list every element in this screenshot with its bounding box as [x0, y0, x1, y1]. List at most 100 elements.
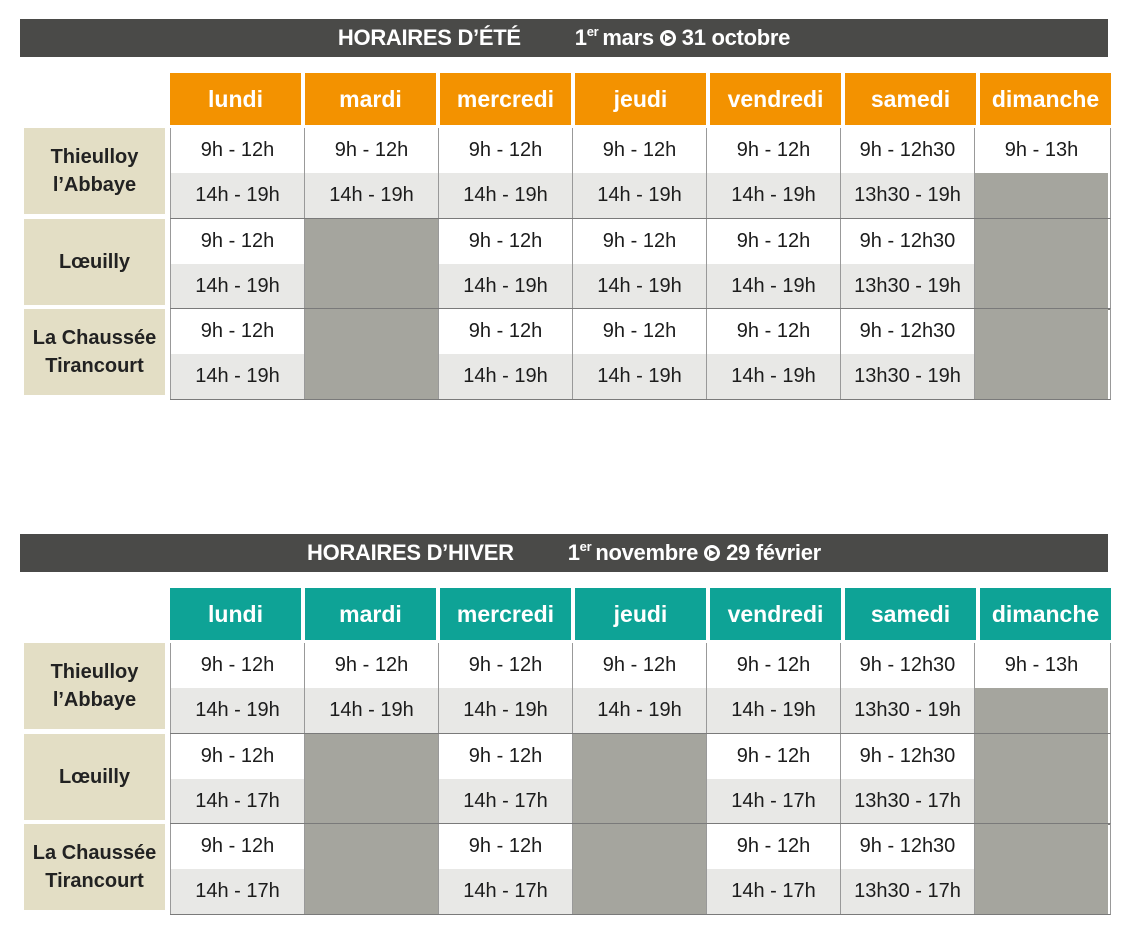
hours-cell: 13h30 - 17h — [840, 869, 974, 914]
hours-cell: 9h - 13h — [974, 643, 1108, 688]
closed-cell — [304, 309, 438, 354]
closed-cell — [304, 354, 438, 399]
hours-cell: 9h - 12h — [706, 824, 840, 869]
hours-cell: 14h - 17h — [706, 869, 840, 914]
day-header-dimanche: dimanche — [980, 588, 1111, 640]
location-label: Lœuilly — [24, 734, 165, 820]
location-name-line2: l’Abbaye — [52, 689, 137, 711]
hours-cell: 9h - 12h — [438, 309, 572, 354]
table-row-morning: 9h - 12h 9h - 12h 9h - 12h 9h - 12h 9h - 12h… — [170, 219, 1110, 264]
day-header-mardi: mardi — [305, 73, 436, 125]
hours-cell: 9h - 12h30 — [840, 643, 974, 688]
closed-cell — [572, 734, 706, 779]
hours-cell: 14h - 19h — [438, 264, 572, 309]
closed-cell — [304, 824, 438, 869]
hours-cell: 9h - 12h — [572, 643, 706, 688]
hours-cell: 14h - 19h — [170, 354, 304, 399]
hours-cell: 9h - 12h — [706, 219, 840, 264]
table-row-afternoon: 14h - 19h 14h - 19h 14h - 19h 14h - 19h 13h3… — [170, 264, 1110, 309]
hours-cell: 14h - 19h — [572, 688, 706, 733]
hours-cell: 9h - 12h — [170, 128, 304, 173]
location-hours-block: 9h - 12h 9h - 12h 9h - 12h 9h - 12h 9h - 12h… — [170, 218, 1111, 310]
hours-cell: 9h - 12h30 — [840, 824, 974, 869]
hours-cell: 14h - 17h — [170, 869, 304, 914]
closed-cell — [572, 869, 706, 914]
hours-cell: 9h - 12h30 — [840, 219, 974, 264]
location-name-line1: Lœuilly — [58, 766, 131, 788]
day-header-jeudi: jeudi — [575, 588, 706, 640]
location-name-line1: La Chaussée — [32, 327, 157, 349]
day-header-mardi: mardi — [305, 588, 436, 640]
closed-cell — [304, 869, 438, 914]
closed-cell — [974, 688, 1108, 733]
location-label: Thieulloy l’Abbaye — [24, 643, 165, 729]
day-header-lundi: lundi — [170, 73, 301, 125]
location-label: Lœuilly — [24, 219, 165, 305]
hours-cell: 13h30 - 19h — [840, 264, 974, 309]
hours-cell: 9h - 12h — [304, 128, 438, 173]
table-row-afternoon: 14h - 19h 14h - 19h 14h - 19h 14h - 19h 13h3… — [170, 354, 1110, 399]
closed-cell — [304, 219, 438, 264]
hours-cell: 14h - 17h — [438, 869, 572, 914]
circled-arrow-icon — [704, 545, 721, 561]
closed-cell — [974, 264, 1108, 309]
hours-cell: 9h - 12h — [438, 219, 572, 264]
table-row-afternoon: 14h - 19h 14h - 19h 14h - 19h 14h - 19h 14h … — [170, 688, 1110, 733]
day-header-samedi: samedi — [845, 73, 976, 125]
location-hours-block: 9h - 12h 9h - 12h 9h - 12h 9h - 12h 9h - 12h… — [170, 643, 1111, 734]
hours-cell: 14h - 19h — [706, 173, 840, 218]
hours-cell: 13h30 - 19h — [840, 688, 974, 733]
closed-cell — [304, 779, 438, 824]
closed-cell — [974, 869, 1108, 914]
hours-cell: 9h - 13h — [974, 128, 1108, 173]
hours-cell: 9h - 12h — [572, 309, 706, 354]
closed-cell — [974, 734, 1108, 779]
hours-cell: 14h - 17h — [170, 779, 304, 824]
hours-cell: 14h - 19h — [438, 173, 572, 218]
hours-cell: 9h - 12h30 — [840, 734, 974, 779]
location-hours-block: 9h - 12h 9h - 12h 9h - 12h 9h - 12h30 14h - … — [170, 733, 1111, 825]
table-row-afternoon: 14h - 17h 14h - 17h 14h - 17h 13h30 - 17h — [170, 869, 1110, 914]
location-hours-block: 9h - 12h 9h - 12h 9h - 12h 9h - 12h 9h - 12h… — [170, 308, 1111, 400]
hours-cell: 9h - 12h — [706, 309, 840, 354]
hours-cell: 9h - 12h — [438, 734, 572, 779]
closed-cell — [974, 824, 1108, 869]
hours-cell: 9h - 12h — [170, 824, 304, 869]
winter-title: HORAIRES D’HIVER — [307, 540, 514, 565]
day-header-mercredi: mercredi — [440, 588, 571, 640]
winter-banner: HORAIRES D’HIVER 1 er novembre 29 février — [20, 534, 1108, 572]
location-hours-block: 9h - 12h 9h - 12h 9h - 12h 9h - 12h30 14h - … — [170, 823, 1111, 915]
day-header-dimanche: dimanche — [980, 73, 1111, 125]
hours-cell: 14h - 19h — [170, 264, 304, 309]
summer-banner: HORAIRES D’ÉTÉ 1 er mars 31 octobre — [20, 19, 1108, 57]
table-row-afternoon: 14h - 17h 14h - 17h 14h - 17h 13h30 - 17h — [170, 779, 1110, 824]
hours-cell: 14h - 19h — [706, 264, 840, 309]
location-label: Thieulloy l’Abbaye — [24, 128, 165, 214]
table-row-morning: 9h - 12h 9h - 12h 9h - 12h 9h - 12h 9h - 12h… — [170, 643, 1110, 688]
closed-cell — [572, 779, 706, 824]
hours-cell: 9h - 12h — [572, 128, 706, 173]
closed-cell — [304, 734, 438, 779]
hours-cell: 14h - 19h — [438, 688, 572, 733]
closed-cell — [974, 173, 1108, 218]
closed-cell — [974, 354, 1108, 399]
hours-cell: 9h - 12h — [438, 128, 572, 173]
closed-cell — [974, 219, 1108, 264]
table-row-morning: 9h - 12h 9h - 12h 9h - 12h 9h - 12h 9h - 12h… — [170, 309, 1110, 354]
hours-cell: 13h30 - 17h — [840, 779, 974, 824]
location-name-line1: Lœuilly — [58, 251, 131, 273]
day-header-vendredi: vendredi — [710, 73, 841, 125]
location-hours-block: 9h - 12h 9h - 12h 9h - 12h 9h - 12h 9h - 12h… — [170, 128, 1111, 219]
hours-cell: 9h - 12h30 — [840, 309, 974, 354]
hours-cell: 9h - 12h — [170, 734, 304, 779]
table-row-afternoon: 14h - 19h 14h - 19h 14h - 19h 14h - 19h 14h … — [170, 173, 1110, 218]
closed-cell — [572, 824, 706, 869]
hours-cell: 14h - 19h — [572, 264, 706, 309]
location-name-line1: Thieulloy — [50, 146, 139, 168]
summer-period: 1 er mars 31 octobre — [574, 23, 791, 51]
hours-cell: 14h - 19h — [170, 173, 304, 218]
location-label: La Chaussée Tirancourt — [24, 309, 165, 395]
day-header-lundi: lundi — [170, 588, 301, 640]
day-header-samedi: samedi — [845, 588, 976, 640]
closed-cell — [974, 309, 1108, 354]
